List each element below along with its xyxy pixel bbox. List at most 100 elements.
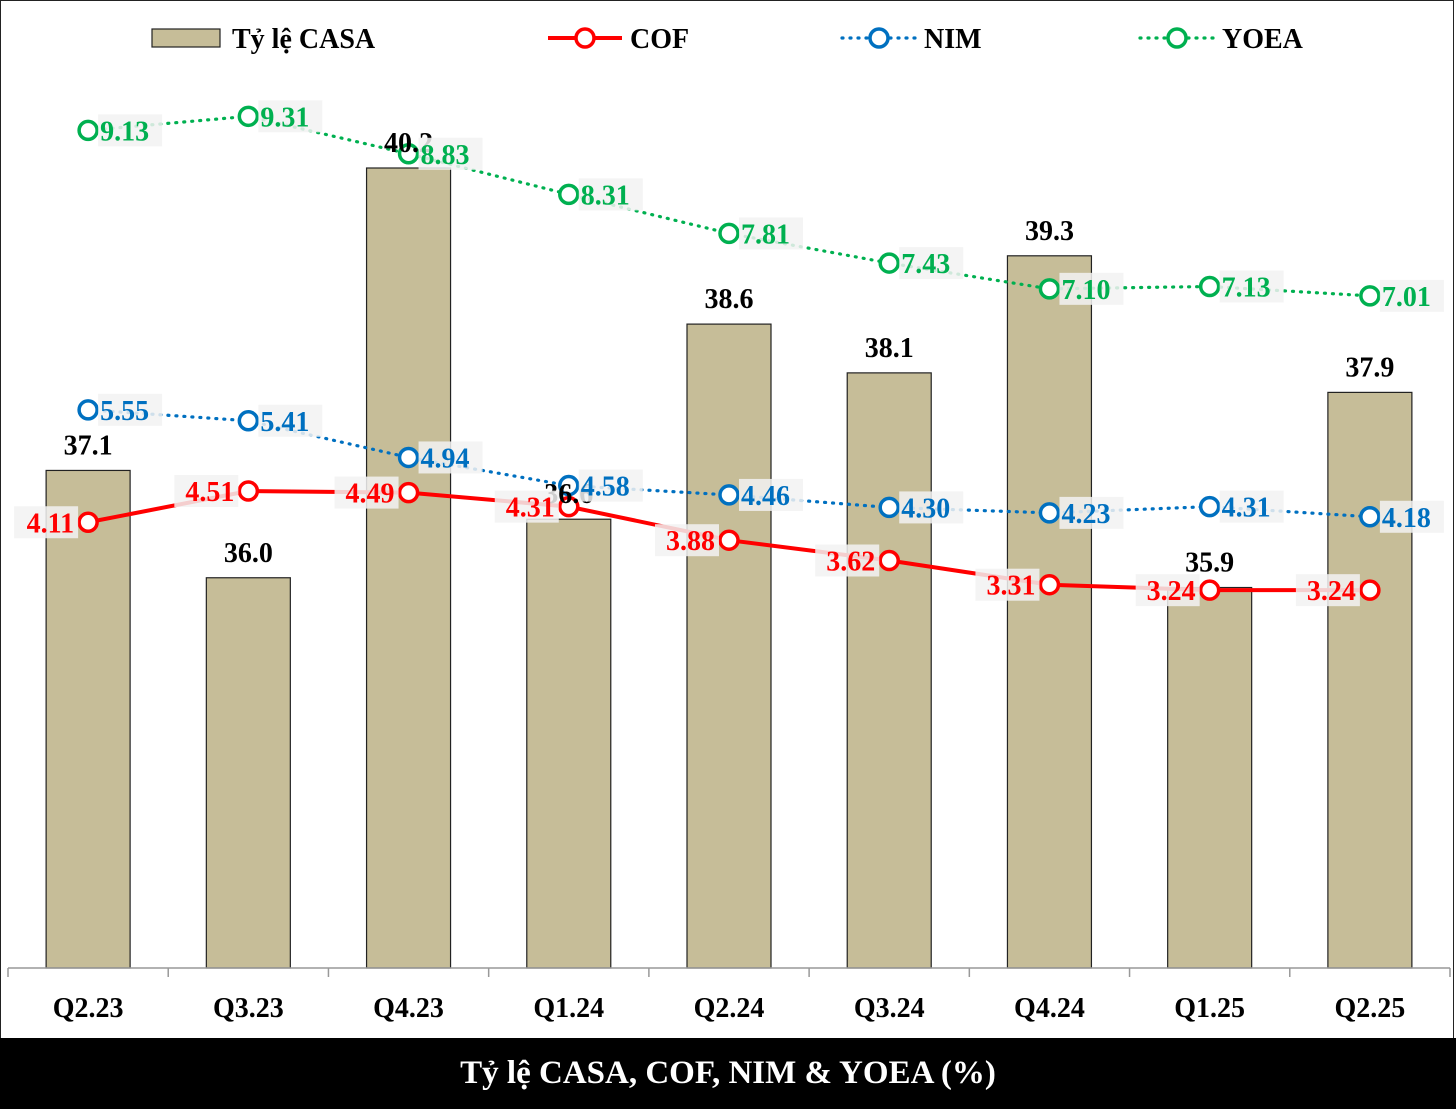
cof-label-bg bbox=[14, 506, 79, 539]
yoea-label-group: 8.31 bbox=[578, 178, 643, 211]
nim-label-bg bbox=[98, 393, 163, 426]
title-bar: Tỷ lệ CASA, COF, NIM & YOEA (%) bbox=[0, 1038, 1456, 1109]
nim-label-bg bbox=[1219, 490, 1284, 523]
cof-point-q1-24 bbox=[558, 495, 580, 518]
cof-label-group: 3.24 bbox=[1295, 574, 1360, 607]
cof-value-label-q2-23: 4.11 bbox=[27, 508, 74, 539]
cof-value-label-q1-24: 4.31 bbox=[506, 493, 555, 524]
cof-label-bg bbox=[174, 475, 239, 508]
yoea-label-group: 7.43 bbox=[899, 247, 964, 280]
casa-value-label-q2-25: 37.9 bbox=[1345, 352, 1394, 383]
nim-point-q4-23 bbox=[397, 446, 420, 469]
x-tick-label-q3-23: Q3.23 bbox=[213, 993, 284, 1024]
nim-point-q3-23 bbox=[237, 410, 260, 432]
cof-point-q3-24 bbox=[878, 549, 900, 572]
cof-label-group: 4.49 bbox=[334, 476, 399, 510]
nim-label-group: 4.31 bbox=[1219, 490, 1284, 524]
yoea-point-q1-24 bbox=[558, 183, 580, 206]
nim-point-q2-25 bbox=[1359, 506, 1381, 528]
yoea-value-label-q3-24: 7.43 bbox=[901, 249, 950, 280]
nim-value-label-q3-23: 5.41 bbox=[260, 407, 309, 438]
legend-swatch bbox=[151, 28, 221, 48]
legend-item-cof: COF bbox=[548, 24, 689, 55]
cof-point-q1-25 bbox=[1198, 579, 1221, 601]
yoea-value-label-q1-24: 8.31 bbox=[581, 180, 630, 211]
cof-label-group: 3.24 bbox=[1135, 574, 1200, 607]
cof-point-q2-25 bbox=[1359, 579, 1381, 601]
nim-label-bg bbox=[739, 478, 803, 511]
x-tick-label-q2-23: Q2.23 bbox=[53, 993, 124, 1024]
x-tick-label-q2-24: Q2.24 bbox=[694, 993, 765, 1024]
combo-chart: Tỷ lệ CASA COF NIM YOEA Q2.23 Q3.23 Q4.23 Q1.2… bbox=[7, 24, 1451, 1024]
legend-label-nim: NIM bbox=[924, 24, 982, 55]
nim-label-bg bbox=[1059, 496, 1124, 529]
yoea-label-bg bbox=[1059, 272, 1124, 305]
yoea-value-label-q2-24: 7.81 bbox=[741, 219, 790, 250]
x-axis: Q2.23 Q3.23 Q4.23 Q1.24 Q2.24 Q3.24 Q4.24 Q1.25… bbox=[7, 967, 1451, 1024]
cof-label-bg bbox=[655, 524, 719, 557]
nim-label-group: 4.58 bbox=[578, 469, 643, 503]
yoea-point-q4-24 bbox=[1038, 278, 1061, 300]
nim-value-label-q4-23: 4.94 bbox=[421, 443, 470, 474]
yoea-label-bg bbox=[899, 247, 964, 280]
cof-value-label-q1-25: 3.24 bbox=[1147, 576, 1196, 607]
yoea-value-label-q3-23: 9.31 bbox=[260, 102, 309, 133]
casa-value-label-q2-24: 38.6 bbox=[705, 284, 754, 315]
nim-value-label-q2-24: 4.46 bbox=[741, 481, 790, 512]
cof-label-group: 4.11 bbox=[14, 506, 79, 539]
casa-value-label-q3-24: 38.1 bbox=[865, 333, 914, 364]
cof-value-label-q2-24: 3.88 bbox=[666, 526, 715, 557]
yoea-point-q2-23 bbox=[77, 119, 99, 142]
cof-point-q4-24 bbox=[1038, 573, 1061, 596]
x-tick-label-q1-25: Q1.25 bbox=[1174, 993, 1245, 1024]
legend-label-ty-le-casa: Tỷ lệ CASA bbox=[232, 24, 376, 55]
legend-item-ty-le-casa: Tỷ lệ CASA bbox=[151, 24, 376, 55]
casa-bar-q1-24 bbox=[526, 518, 612, 969]
yoea-point-q3-24 bbox=[878, 252, 900, 274]
legend-item-yoea: YOEA bbox=[1138, 24, 1304, 55]
nim-value-label-q2-23: 5.55 bbox=[100, 396, 149, 427]
nim-label-group: 4.18 bbox=[1379, 500, 1444, 534]
cof-label-group: 4.51 bbox=[174, 475, 239, 508]
nim-point-q1-24 bbox=[558, 474, 580, 497]
casa-bar-q3-23 bbox=[205, 577, 291, 969]
nim-label-group: 4.94 bbox=[418, 441, 483, 474]
nim-label-group: 5.41 bbox=[258, 404, 323, 438]
yoea-label-bg bbox=[578, 178, 643, 211]
legend-label-yoea: YOEA bbox=[1222, 24, 1304, 55]
yoea-label-bg bbox=[418, 137, 483, 170]
yoea-point-q2-25 bbox=[1359, 285, 1381, 307]
yoea-label-bg bbox=[739, 217, 803, 250]
x-tick-label-q4-23: Q4.23 bbox=[373, 993, 444, 1024]
casa-value-label-q2-23: 37.1 bbox=[64, 430, 113, 461]
cof-label-group: 3.88 bbox=[655, 524, 719, 557]
cof-label-group: 3.31 bbox=[975, 568, 1040, 602]
cof-value-label-q2-25: 3.24 bbox=[1307, 576, 1356, 607]
cof-label-group: 3.62 bbox=[815, 544, 880, 578]
cof-point-q2-24 bbox=[718, 529, 740, 551]
cof-label-bg bbox=[975, 568, 1040, 601]
nim-label-group: 4.23 bbox=[1059, 496, 1124, 530]
legend: Tỷ lệ CASA COF NIM YOEA bbox=[151, 24, 1304, 55]
casa-value-label-q1-25: 35.9 bbox=[1185, 548, 1234, 579]
yoea-value-label-q4-23: 8.83 bbox=[421, 140, 470, 171]
casa-value-label-q4-24: 39.3 bbox=[1025, 216, 1074, 247]
legend-marker bbox=[1166, 27, 1188, 49]
cof-point-q3-23 bbox=[237, 480, 260, 502]
legend-item-nim: NIM bbox=[840, 24, 982, 55]
yoea-label-group: 9.13 bbox=[98, 114, 163, 147]
cof-label-bg bbox=[494, 490, 559, 523]
nim-value-label-q2-25: 4.18 bbox=[1382, 503, 1431, 534]
x-tick-label-q4-24: Q4.24 bbox=[1014, 993, 1085, 1024]
casa-bar-q3-24 bbox=[846, 372, 932, 969]
yoea-label-bg bbox=[1379, 279, 1444, 312]
casa-value-label-q3-23: 36.0 bbox=[224, 538, 273, 569]
nim-point-q2-24 bbox=[718, 484, 740, 506]
yoea-point-q4-23 bbox=[397, 143, 420, 165]
yoea-point-q2-24 bbox=[718, 222, 740, 245]
yoea-label-bg bbox=[258, 100, 323, 133]
nim-label-bg bbox=[418, 441, 483, 474]
yoea-label-group: 7.13 bbox=[1219, 270, 1284, 303]
cof-value-label-q3-23: 4.51 bbox=[185, 477, 234, 508]
yoea-value-label-q2-25: 7.01 bbox=[1382, 282, 1431, 313]
